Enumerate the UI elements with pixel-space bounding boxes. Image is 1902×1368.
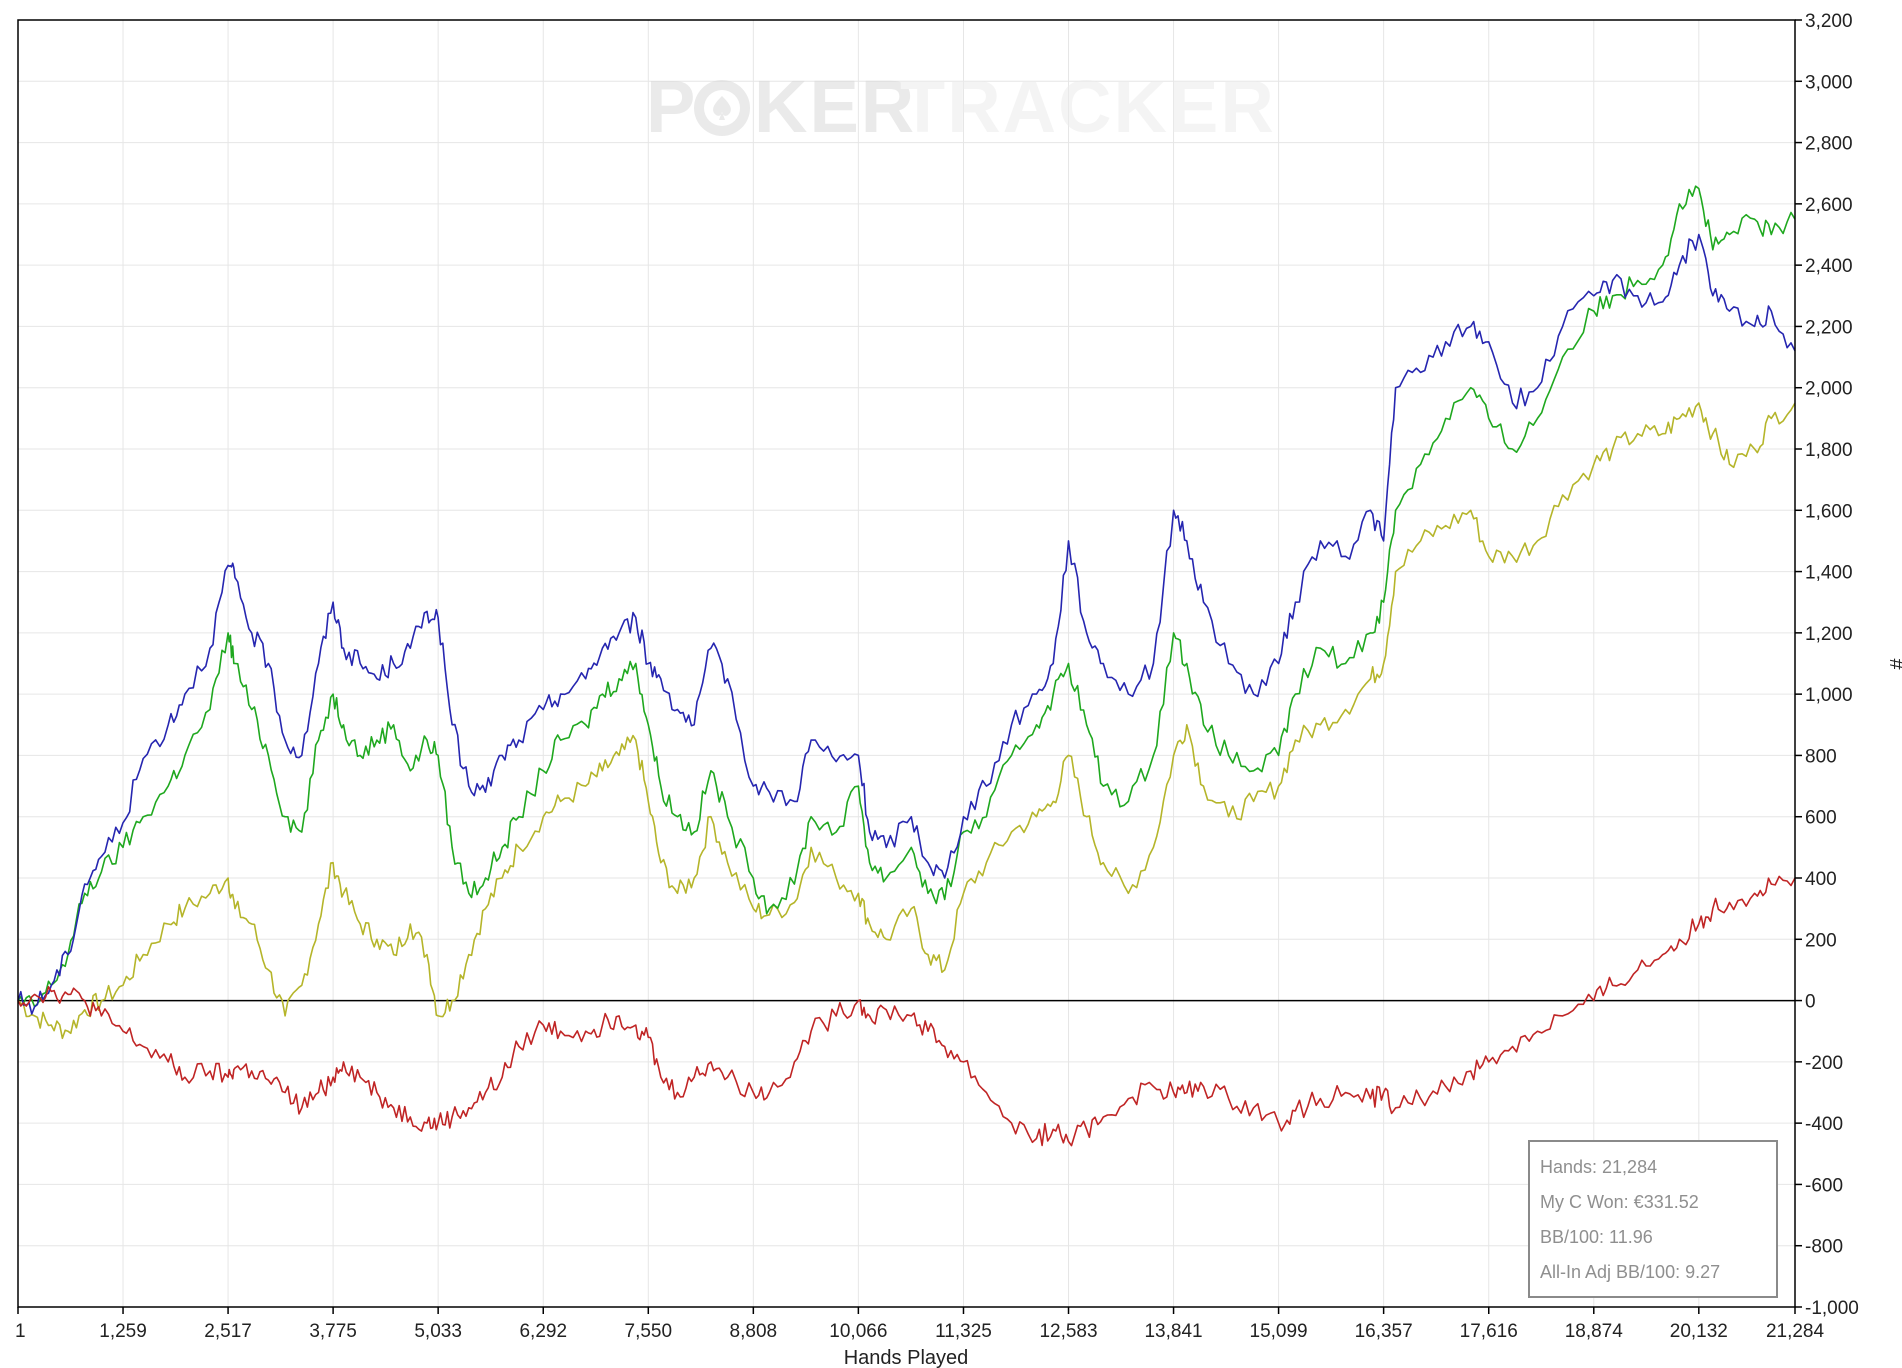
x-tick-label: 7,550: [625, 1321, 673, 1342]
x-tick-label: 18,874: [1565, 1321, 1624, 1342]
y-tick-label: -800: [1805, 1237, 1843, 1258]
x-tick-label: 12,583: [1039, 1321, 1097, 1342]
y-axis: 3,200 3,000 2,800 2,600 2,400 2,200 2,000 1,800…: [1795, 11, 1859, 1319]
y-tick-label: 1,800: [1805, 440, 1853, 461]
y-tick-label: 3,000: [1805, 72, 1853, 93]
x-tick-label: 6,292: [519, 1321, 567, 1342]
summary-bb100: BB/100: 11.96: [1540, 1227, 1653, 1247]
y-tick-label: -600: [1805, 1175, 1843, 1196]
x-tick-label: 1,259: [99, 1321, 147, 1342]
y-tick-label: 3,200: [1805, 11, 1853, 32]
x-tick-label: 16,357: [1355, 1321, 1413, 1342]
y-tick-label: 2,400: [1805, 256, 1853, 277]
y-tick-label: 2,600: [1805, 195, 1853, 216]
x-tick-label: 3,775: [309, 1321, 357, 1342]
y-tick-label: 800: [1805, 746, 1837, 767]
y-tick-label: 600: [1805, 808, 1837, 829]
x-tick-label: 15,099: [1250, 1321, 1308, 1342]
y-tick-label: 1,600: [1805, 501, 1853, 522]
x-tick-label: 17,616: [1460, 1321, 1518, 1342]
series-line-olive: [17, 402, 1796, 1040]
series-group: [17, 185, 1796, 1147]
spade-icon: [694, 80, 750, 136]
plot-frame: [17, 19, 1796, 1308]
y-tick-label: 1,400: [1805, 563, 1853, 584]
x-axis-title: Hands Played: [844, 1347, 969, 1368]
series-line-green: [17, 185, 1796, 1008]
x-tick-label: 20,132: [1670, 1321, 1728, 1342]
summary-allin-bb100: All-In Adj BB/100: 9.27: [1540, 1262, 1721, 1282]
y-tick-label: -200: [1805, 1053, 1843, 1074]
x-tick-label: 1: [15, 1321, 26, 1342]
x-axis: 1 1,259 2,517 3,775 5,033 6,292 7,550 8,808 10,0…: [15, 1307, 1824, 1342]
x-tick-label: 13,841: [1144, 1321, 1202, 1342]
x-tick-label: 21,284: [1766, 1321, 1825, 1342]
x-tick-label: 5,033: [414, 1321, 462, 1342]
y-tick-label: 2,000: [1805, 379, 1853, 400]
y-tick-label: -1,000: [1805, 1298, 1859, 1319]
y-tick-label: -400: [1805, 1114, 1843, 1135]
x-tick-label: 10,066: [829, 1321, 887, 1342]
y-tick-label: 1,200: [1805, 624, 1853, 645]
x-tick-label: 2,517: [204, 1321, 252, 1342]
y-tick-label: 200: [1805, 930, 1837, 951]
summary-box: Hands: 21,284 My C Won: €331.52 BB/100: …: [1528, 1140, 1778, 1298]
series-line-red: [17, 875, 1796, 1147]
series-line-blue: [17, 233, 1796, 1015]
summary-won: My C Won: €331.52: [1540, 1192, 1699, 1212]
y-tick-label: 2,800: [1805, 134, 1853, 155]
watermark: P KER TRACKER: [646, 65, 1276, 148]
y-tick-label: 0: [1805, 992, 1816, 1013]
x-tick-label: 8,808: [730, 1321, 778, 1342]
watermark-p: P: [646, 65, 697, 148]
x-tick-label: 11,325: [935, 1321, 992, 1342]
y-tick-label: 2,200: [1805, 317, 1853, 338]
summary-hands: Hands: 21,284: [1540, 1157, 1658, 1177]
y-tick-label: 400: [1805, 869, 1837, 890]
y-tick-label: 1,000: [1805, 685, 1853, 706]
watermark-tracker: TRACKER: [900, 65, 1276, 148]
y-axis-title: #: [1885, 658, 1902, 670]
watermark-ker: KER: [754, 65, 916, 148]
